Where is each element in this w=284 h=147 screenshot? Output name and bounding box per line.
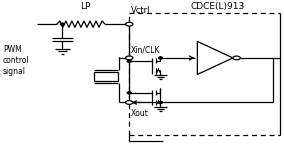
Text: PWM
control
signal: PWM control signal — [3, 45, 30, 76]
Text: Vctrl: Vctrl — [131, 6, 150, 15]
Circle shape — [158, 57, 162, 59]
Circle shape — [126, 22, 133, 26]
Circle shape — [127, 60, 131, 62]
Circle shape — [158, 101, 162, 103]
Text: CDCE(L)913: CDCE(L)913 — [190, 1, 245, 11]
Circle shape — [60, 23, 64, 25]
Polygon shape — [197, 41, 233, 74]
Circle shape — [127, 92, 131, 94]
Circle shape — [126, 101, 133, 104]
Circle shape — [233, 56, 240, 60]
Text: Xin/CLK: Xin/CLK — [131, 45, 160, 54]
Text: LP: LP — [80, 1, 90, 11]
Circle shape — [126, 56, 133, 60]
Text: Xout: Xout — [131, 109, 149, 118]
Bar — [94, 72, 118, 81]
